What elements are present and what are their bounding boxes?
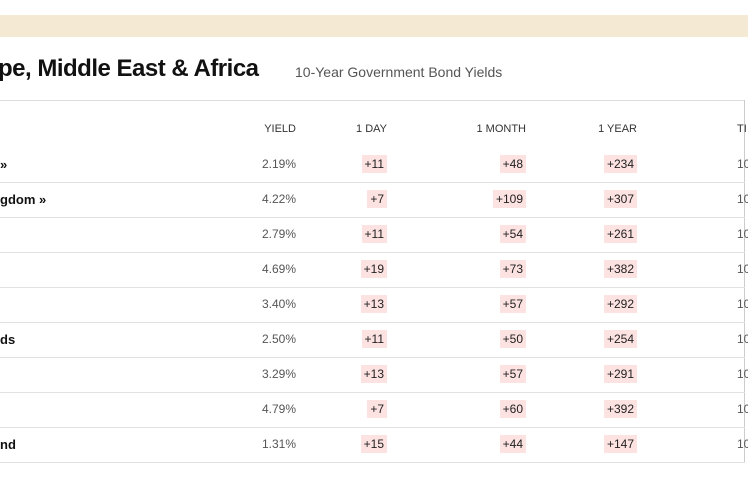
- change-cell: +392: [603, 400, 637, 418]
- row-line: [0, 252, 745, 253]
- column-header: 1 MONTH: [476, 123, 527, 135]
- yield-cell: 2.19%: [261, 157, 296, 171]
- row-line: [0, 357, 745, 358]
- change-cell: +261: [603, 225, 637, 243]
- change-cell: +60: [499, 400, 526, 418]
- change-cell: +13: [360, 365, 387, 383]
- yield-cell: 2.50%: [261, 332, 296, 346]
- time-cell: 10: [737, 192, 748, 206]
- change-cell: +48: [499, 155, 526, 173]
- change-cell: +15: [360, 435, 387, 453]
- change-cell: +109: [492, 190, 526, 208]
- country-name[interactable]: gdom »: [0, 192, 47, 207]
- time-cell: 10: [737, 332, 748, 346]
- change-cell: +50: [499, 330, 526, 348]
- column-header: 1 DAY: [356, 123, 387, 135]
- change-cell: +57: [499, 295, 526, 313]
- yield-cell: 3.40%: [261, 297, 296, 311]
- time-cell: 10: [737, 402, 748, 416]
- column-header: TI: [737, 123, 747, 135]
- country-name[interactable]: ds: [0, 332, 16, 347]
- change-cell: +11: [361, 155, 387, 173]
- subtitle: 10-Year Government Bond Yields: [295, 64, 503, 80]
- change-cell: +147: [603, 435, 637, 453]
- time-cell: 10: [737, 297, 748, 311]
- row-line: [0, 182, 745, 183]
- title: pe, Middle East & Africa: [0, 55, 259, 82]
- yield-cell: 2.79%: [261, 227, 296, 241]
- change-cell: +234: [603, 155, 637, 173]
- change-cell: +54: [499, 225, 526, 243]
- change-cell: +19: [360, 260, 387, 278]
- yield-cell: 1.31%: [261, 437, 296, 451]
- change-cell: +7: [367, 190, 387, 208]
- column-header: YIELD: [264, 123, 296, 135]
- change-cell: +7: [367, 400, 387, 418]
- country-name[interactable]: »: [0, 157, 8, 172]
- time-cell: 10: [737, 367, 748, 381]
- row-line: [0, 322, 745, 323]
- table-border: [744, 100, 745, 462]
- top-band: [0, 15, 748, 37]
- row-line: [0, 287, 745, 288]
- column-header: 1 YEAR: [598, 123, 637, 135]
- change-cell: +13: [360, 295, 387, 313]
- yield-cell: 3.29%: [261, 367, 296, 381]
- change-cell: +73: [499, 260, 526, 278]
- time-cell: 10: [737, 437, 748, 451]
- change-cell: +292: [603, 295, 637, 313]
- change-cell: +382: [603, 260, 637, 278]
- yield-cell: 4.69%: [261, 262, 296, 276]
- yield-cell: 4.22%: [261, 192, 296, 206]
- time-cell: 10: [737, 227, 748, 241]
- change-cell: +11: [361, 225, 387, 243]
- row-line: [0, 217, 745, 218]
- change-cell: +307: [603, 190, 637, 208]
- divider: [0, 100, 745, 101]
- time-cell: 10: [737, 157, 748, 171]
- change-cell: +254: [603, 330, 637, 348]
- change-cell: +57: [499, 365, 526, 383]
- row-line: [0, 427, 745, 428]
- row-line: [0, 392, 745, 393]
- change-cell: +44: [499, 435, 526, 453]
- country-name[interactable]: nd: [0, 437, 16, 452]
- change-cell: +11: [361, 330, 387, 348]
- row-line: [0, 462, 745, 463]
- yield-cell: 4.79%: [261, 402, 296, 416]
- time-cell: 10: [737, 262, 748, 276]
- change-cell: +291: [603, 365, 637, 383]
